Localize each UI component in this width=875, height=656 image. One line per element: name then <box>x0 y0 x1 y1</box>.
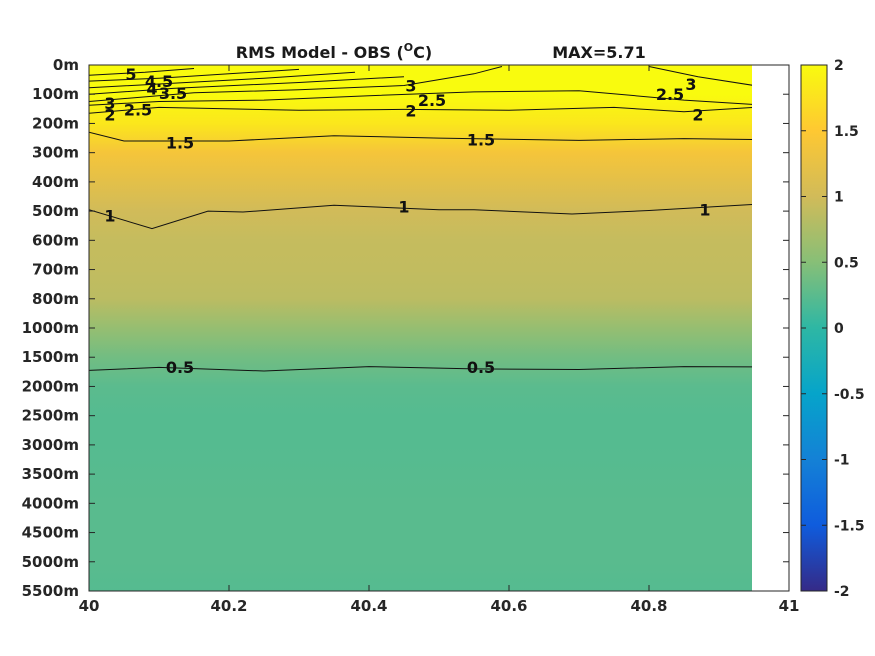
contour-label: 2.5 <box>656 85 684 104</box>
colorbar-tick-label: -2 <box>834 584 850 600</box>
contour-line <box>89 204 752 230</box>
heatmap-field <box>89 65 752 591</box>
contour-line <box>89 76 405 95</box>
contour-line <box>89 71 356 89</box>
contour-line <box>89 66 503 102</box>
y-tick-label: 100m <box>32 85 79 103</box>
colorbar-tick-label: -1.5 <box>834 518 865 534</box>
contour-label: 3 <box>685 75 696 94</box>
y-tick-label: 3000m <box>22 436 79 454</box>
y-axis: 0m 100m 200m 300m 400m 500m 600m 700m 800m 1000m 1… <box>22 56 789 600</box>
contour-label: 0.5 <box>467 358 495 377</box>
x-tick-label: 40 <box>79 597 100 615</box>
contour-line <box>89 106 752 114</box>
y-tick-label: 4000m <box>22 494 79 512</box>
y-tick-label: 2500m <box>22 407 79 425</box>
y-tick-label: 600m <box>32 231 79 249</box>
y-tick-label: 200m <box>32 114 79 132</box>
contour-label: 1.5 <box>467 131 495 150</box>
y-tick-label: 1500m <box>22 348 79 366</box>
contour-label: 2.5 <box>124 100 152 119</box>
y-tick-label: 300m <box>32 144 79 162</box>
contour-label: 3 <box>104 94 115 113</box>
contour-line <box>89 366 752 372</box>
contour-label: 1 <box>104 206 115 225</box>
colorbar-ticks: 2 1.5 1 0.5 0 -0.5 -1 -1.5 -2 <box>801 58 865 600</box>
x-tick-label: 40.2 <box>210 597 247 615</box>
contour-label-layer: 0.5 0.51 1 11.5 1.52 2 22.5 2.5 2.533 33.544.55 <box>104 65 710 377</box>
contour-layer <box>89 66 752 372</box>
contour-line <box>648 66 752 86</box>
contour-label: 4.5 <box>145 72 173 91</box>
contour-label: 5 <box>125 65 136 84</box>
colorbar-tick-label: 2 <box>834 58 844 74</box>
y-tick-label: 400m <box>32 173 79 191</box>
colorbar-tick-label: 1 <box>834 190 844 206</box>
colorbar-tick-label: -1 <box>834 453 850 469</box>
contour-line <box>89 68 195 76</box>
x-tick-label: 41 <box>779 597 800 615</box>
max-label: MAX=5.71 <box>552 43 646 62</box>
contour-label: 3.5 <box>159 84 187 103</box>
colorbar: 2 1.5 1 0.5 0 -0.5 -1 -1.5 -2 <box>800 58 865 600</box>
colorbar-tick-label: -0.5 <box>834 387 865 403</box>
contour-line <box>89 68 300 82</box>
chart-title: RMS Model - OBS (OC) <box>236 41 432 62</box>
colorbar-tick-label: 0.5 <box>834 255 859 271</box>
contour-line <box>89 131 752 142</box>
contour-label: 1.5 <box>166 133 194 152</box>
colorbar-tick-label: 1.5 <box>834 124 859 140</box>
plot-area: 0.5 0.51 1 11.5 1.52 2 22.5 2.5 2.533 33.544.55 <box>88 64 790 592</box>
y-tick-label: 5500m <box>22 582 79 600</box>
contour-label: 2.5 <box>418 91 446 110</box>
x-tick-label: 40.6 <box>490 597 527 615</box>
contour-label: 2 <box>405 101 416 120</box>
y-tick-label: 2000m <box>22 377 79 395</box>
contour-label: 2 <box>692 106 703 125</box>
contour-label: 3 <box>405 76 416 95</box>
contour-label: 1 <box>398 198 409 217</box>
contour-label: 0.5 <box>166 358 194 377</box>
contour-label: 2 <box>104 106 115 125</box>
colorbar-tick-label: 0 <box>834 321 844 337</box>
x-tick-label: 40.4 <box>350 597 387 615</box>
x-tick-label: 40.8 <box>630 597 667 615</box>
contour-line <box>89 90 752 106</box>
contour-label: 4 <box>146 79 157 98</box>
y-tick-label: 800m <box>32 290 79 308</box>
y-tick-label: 500m <box>32 202 79 220</box>
y-tick-label: 1000m <box>22 319 79 337</box>
x-axis: 40 40.2 40.4 40.6 40.8 41 <box>79 65 800 615</box>
y-tick-label: 5000m <box>22 553 79 571</box>
y-tick-label: 3500m <box>22 465 79 483</box>
contour-label: 1 <box>699 201 710 220</box>
y-tick-label: 0m <box>53 56 79 74</box>
y-tick-label: 700m <box>32 261 79 279</box>
y-tick-label: 4500m <box>22 524 79 542</box>
